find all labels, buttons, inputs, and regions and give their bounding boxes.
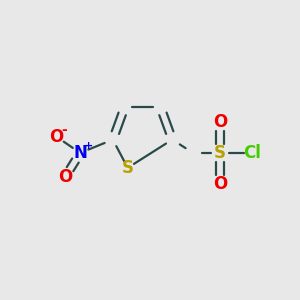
Text: O: O (58, 168, 72, 186)
Text: N: N (73, 144, 87, 162)
Text: +: + (84, 140, 93, 151)
Text: Cl: Cl (244, 144, 262, 162)
Text: O: O (49, 128, 64, 146)
Text: -: - (61, 123, 67, 137)
Text: S: S (122, 159, 134, 177)
Text: S: S (214, 144, 226, 162)
Text: O: O (213, 113, 227, 131)
Text: O: O (213, 175, 227, 193)
